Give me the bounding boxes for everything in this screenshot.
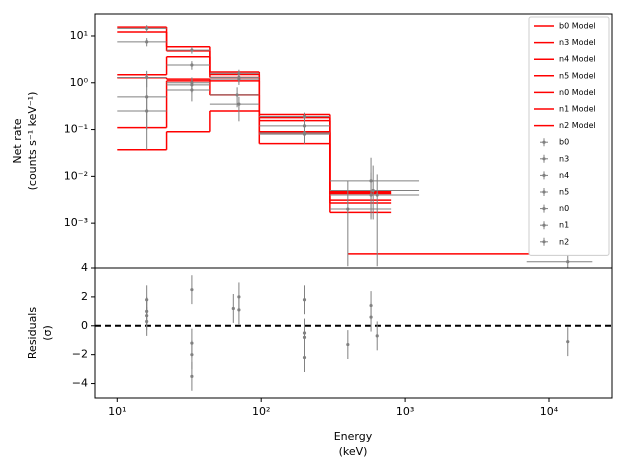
data-point <box>237 102 241 106</box>
x-tick-label: 10³ <box>396 405 414 418</box>
legend-box <box>528 16 610 256</box>
y-label: (σ) <box>41 325 54 341</box>
residual-point <box>369 315 373 319</box>
residual-point <box>237 308 241 312</box>
residual-point <box>145 319 149 324</box>
data-point <box>566 260 570 264</box>
residual-point <box>302 335 307 339</box>
legend-swatch <box>542 190 546 194</box>
y-tick-label: 10¹ <box>70 29 88 42</box>
data-point <box>145 40 149 44</box>
legend-swatch <box>542 157 546 161</box>
y-tick-label: 4 <box>81 261 88 274</box>
legend-label: b0 <box>559 138 569 147</box>
y-tick-label: 10⁻³ <box>64 216 88 229</box>
legend-swatch <box>542 140 546 144</box>
y-tick-label: 10⁻² <box>64 169 88 182</box>
legend-label: n3 Model <box>559 38 596 47</box>
axes: Net rate (counts s⁻¹ keV⁻¹) Residuals (σ… <box>11 13 613 458</box>
data-point <box>302 114 307 119</box>
top-plot <box>117 25 593 268</box>
legend-label: n0 Model <box>559 88 596 97</box>
residual-point <box>190 288 194 292</box>
x-label: (keV) <box>339 445 368 458</box>
residual-point <box>302 355 307 360</box>
residual-point <box>566 340 570 344</box>
y-tick-label: 2 <box>81 290 88 303</box>
legend-label: n1 Model <box>559 105 596 114</box>
legend-label: n2 Model <box>559 121 596 130</box>
legend-label: n5 Model <box>559 71 596 80</box>
legend-swatch <box>542 207 546 211</box>
data-point <box>375 193 379 197</box>
legend-label: n4 <box>559 171 569 180</box>
data-point <box>190 83 194 87</box>
residual-point <box>190 374 194 378</box>
y-tick-label: 10⁰ <box>70 76 89 89</box>
x-label: Energy <box>334 430 373 443</box>
legend-swatch <box>542 223 546 227</box>
residual-point <box>190 353 194 357</box>
data-point <box>235 93 239 97</box>
data-point <box>145 26 149 31</box>
legend-swatch <box>542 240 546 244</box>
data-point <box>145 109 149 113</box>
y-label: Residuals <box>26 307 39 359</box>
x-tick-label: 10¹ <box>108 405 126 418</box>
y-label: (counts s⁻¹ keV⁻¹) <box>26 92 39 191</box>
y-tick-label: −4 <box>72 377 88 390</box>
legend-label: n3 <box>559 154 569 163</box>
legend-label: n5 <box>559 188 569 197</box>
x-tick-label: 10² <box>252 405 270 418</box>
data-point <box>190 63 194 67</box>
residual-point <box>375 334 379 338</box>
legend-label: n4 Model <box>559 55 596 64</box>
y-tick-label: 0 <box>81 319 88 332</box>
data-point <box>190 48 194 52</box>
legend-label: b0 Model <box>559 22 596 31</box>
legend-swatch <box>542 173 546 177</box>
legend-label: n0 <box>559 204 569 213</box>
data-point <box>302 132 307 136</box>
y-label: Net rate <box>11 118 24 163</box>
residual-point <box>346 342 350 347</box>
bottom-frame <box>94 267 613 399</box>
residual-point <box>231 306 235 311</box>
y-tick-label: 10⁻¹ <box>64 123 88 136</box>
legend-label: n1 <box>559 221 569 230</box>
residual-plot <box>95 275 612 391</box>
y-tick-label: −2 <box>72 348 88 361</box>
data-point <box>346 207 350 211</box>
data-point <box>371 188 375 193</box>
legend-label: n2 <box>559 237 569 246</box>
x-tick-label: 10⁴ <box>540 405 559 418</box>
data-point <box>237 77 241 81</box>
residual-point <box>302 298 307 302</box>
